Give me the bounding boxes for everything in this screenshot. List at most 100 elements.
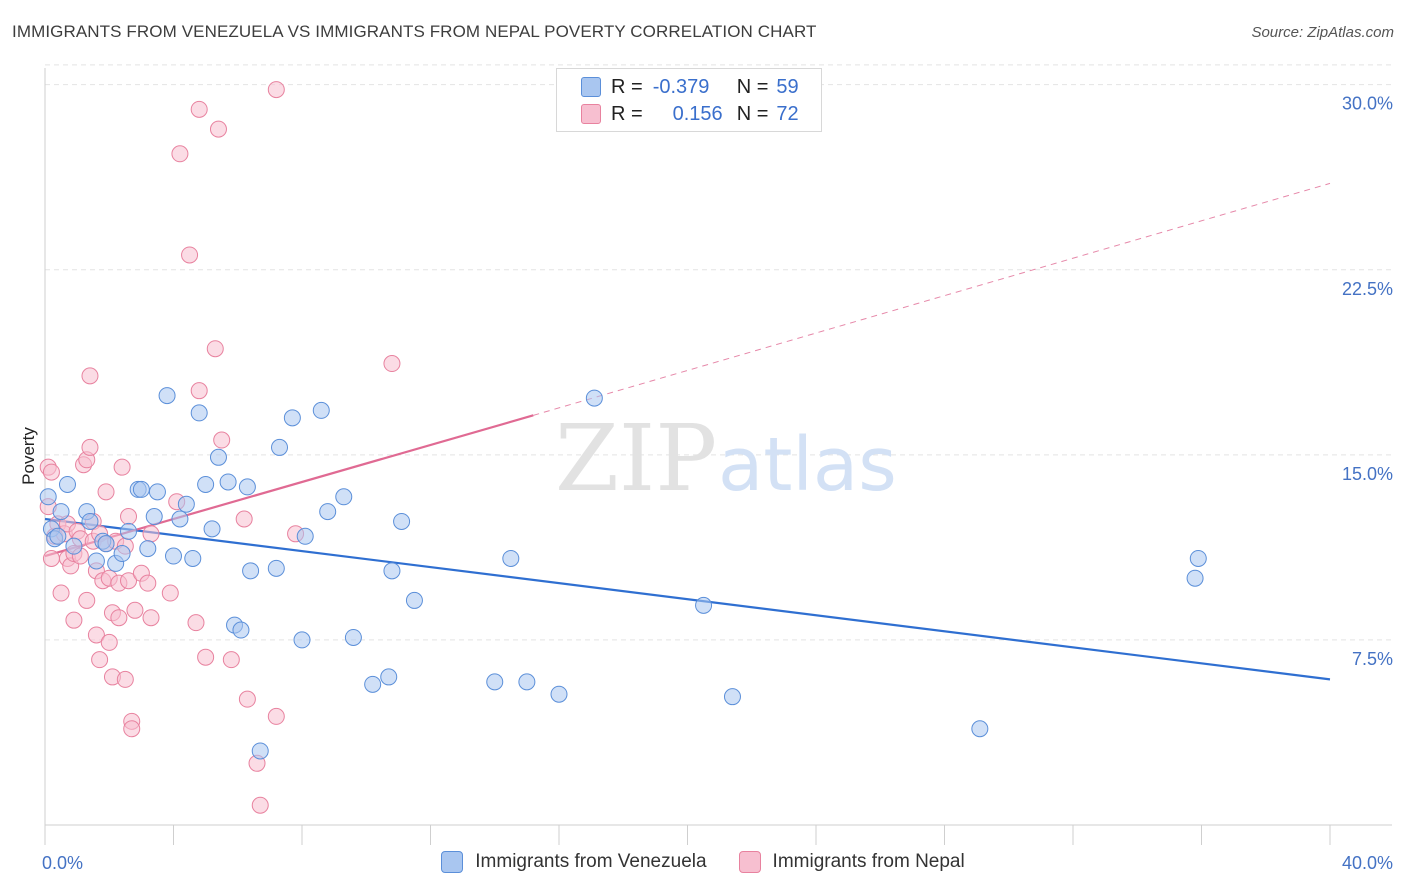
venezuela-legend-swatch xyxy=(441,851,464,873)
source-credit: Source: ZipAtlas.com xyxy=(1251,24,1394,41)
nepal-point xyxy=(222,651,240,669)
nepal-point xyxy=(267,81,285,99)
series-legend: Immigrants from Venezuela Immigrants fro… xyxy=(0,851,1406,873)
nepal-point xyxy=(120,572,138,590)
nepal-point xyxy=(238,690,256,708)
nepal-point xyxy=(52,584,70,602)
venezuela-point xyxy=(695,596,713,614)
venezuela-point xyxy=(251,742,269,760)
y-tick-labels: 7.5% 15.0% 22.5% 30.0% xyxy=(1342,94,1393,669)
venezuela-point xyxy=(148,483,166,501)
venezuela-point xyxy=(293,631,311,649)
legend-r-value: -0.379 xyxy=(652,75,710,98)
venezuela-point xyxy=(364,675,382,693)
venezuela-point xyxy=(1189,549,1207,567)
venezuela-point xyxy=(550,685,568,703)
legend-r-label: R = xyxy=(611,102,643,125)
nepal-point xyxy=(142,525,160,543)
nepal-point xyxy=(190,382,208,400)
venezuela-point xyxy=(177,495,195,513)
watermark: ZIP atlas xyxy=(555,405,897,512)
venezuela-swatch xyxy=(581,77,601,97)
venezuela-trend-line xyxy=(44,517,1331,681)
nepal-point xyxy=(116,670,134,688)
venezuela-point xyxy=(242,562,260,580)
legend-item-nepal: Immigrants from Nepal xyxy=(738,851,965,873)
nepal-point xyxy=(110,609,128,627)
venezuela-point xyxy=(271,438,289,456)
nepal-point xyxy=(161,584,179,602)
nepal-point xyxy=(171,145,189,163)
venezuela-point xyxy=(585,389,603,407)
venezuela-point xyxy=(723,688,741,706)
legend-row-venezuela: R = -0.379 N = 59 xyxy=(581,73,799,101)
nepal-point xyxy=(126,601,144,619)
nepal-point xyxy=(113,458,131,476)
venezuela-point xyxy=(296,527,314,545)
nepal-point xyxy=(251,796,269,814)
nepal-point xyxy=(235,510,253,528)
legend-item-venezuela: Immigrants from Venezuela xyxy=(441,851,707,873)
nepal-points xyxy=(39,81,401,814)
watermark-zip: ZIP xyxy=(555,405,717,512)
venezuela-point xyxy=(158,387,176,405)
venezuela-point xyxy=(219,473,237,491)
venezuela-point xyxy=(232,621,250,639)
venezuela-point xyxy=(197,475,215,493)
y-tick-label: 15.0% xyxy=(1342,464,1393,484)
nepal-point xyxy=(97,483,115,501)
venezuela-point xyxy=(405,591,423,609)
venezuela-point xyxy=(486,673,504,691)
nepal-point xyxy=(120,508,138,526)
venezuela-point xyxy=(312,401,330,419)
venezuela-point xyxy=(81,512,99,530)
y-tick-label: 30.0% xyxy=(1342,94,1393,114)
venezuela-point xyxy=(39,488,57,506)
legend-n-value: 72 xyxy=(776,102,799,125)
nepal-point xyxy=(42,463,60,481)
nepal-point xyxy=(100,633,118,651)
y-tick-label: 7.5% xyxy=(1352,649,1393,669)
venezuela-point xyxy=(58,475,76,493)
nepal-point xyxy=(209,120,227,138)
x-tick-label: 40.0% xyxy=(1342,853,1393,873)
nepal-swatch xyxy=(581,104,601,124)
nepal-point xyxy=(42,549,60,567)
venezuela-point xyxy=(238,478,256,496)
venezuela-point xyxy=(87,552,105,570)
venezuela-point xyxy=(1186,569,1204,587)
legend-r-label: R = xyxy=(611,75,643,98)
x-tick-labels: 0.0% 40.0% xyxy=(42,853,1393,873)
venezuela-point xyxy=(52,503,70,521)
nepal-point xyxy=(78,591,96,609)
venezuela-point xyxy=(184,549,202,567)
nepal-point xyxy=(187,614,205,632)
nepal-legend-swatch xyxy=(738,851,761,873)
venezuela-point xyxy=(165,547,182,565)
nepal-point xyxy=(383,355,401,373)
legend-n-label: N = xyxy=(736,102,769,125)
venezuela-point xyxy=(971,720,989,738)
nepal-point xyxy=(142,609,160,627)
y-tick-label: 22.5% xyxy=(1342,279,1393,299)
venezuela-point xyxy=(171,510,189,528)
venezuela-point xyxy=(319,503,337,521)
nepal-point xyxy=(81,367,99,385)
nepal-point xyxy=(197,648,215,666)
venezuela-point xyxy=(518,673,536,691)
venezuela-point xyxy=(97,535,115,553)
venezuela-point xyxy=(190,404,208,422)
venezuela-point xyxy=(145,508,163,526)
x-tick-label: 0.0% xyxy=(42,853,83,873)
nepal-point xyxy=(87,626,105,644)
venezuela-point xyxy=(65,537,83,555)
venezuela-point xyxy=(139,540,157,558)
venezuela-point xyxy=(203,520,221,538)
venezuela-point xyxy=(132,480,150,498)
nepal-trend-extension xyxy=(533,182,1331,416)
venezuela-point xyxy=(113,545,131,563)
nepal-point xyxy=(139,574,157,592)
nepal-point xyxy=(213,431,231,449)
venezuela-point xyxy=(335,488,353,506)
